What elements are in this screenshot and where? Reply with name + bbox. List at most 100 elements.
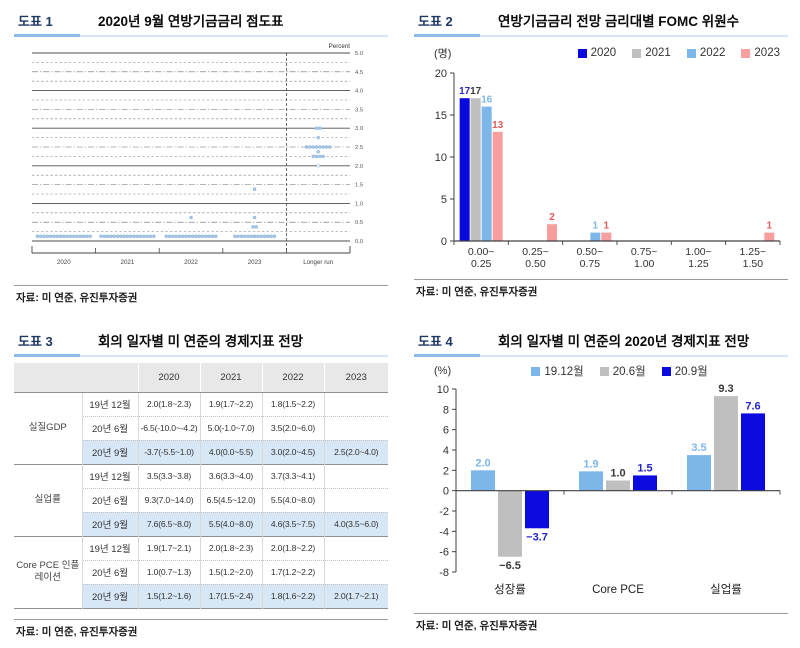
bar-value-label: 16 (481, 95, 493, 106)
projection-dot (122, 234, 126, 239)
table-date-cell: 20년 6월 (81, 559, 138, 584)
projection-dot (311, 154, 315, 159)
projection-dot (189, 215, 193, 220)
bar-value-label: 3.5 (691, 442, 706, 454)
legend-swatch (661, 366, 671, 376)
table-category-cell: Core PCE 인플레이션 (14, 535, 82, 608)
projection-dot (142, 234, 146, 239)
table-value-cell: 3.5(3.3~3.8) (137, 463, 200, 488)
table-value-cell: 4.0(3.5~6.0) (323, 511, 388, 536)
table-date-cell: 20년 9월 (81, 439, 138, 464)
table-value-cell: 3.0(2.0~4.5) (261, 439, 324, 464)
bar-value-label: 1 (604, 221, 610, 232)
projection-dot (321, 154, 325, 159)
projection-dot (99, 234, 103, 239)
projection-dot (269, 234, 273, 239)
projection-dot (252, 215, 257, 220)
projection-dot (246, 234, 250, 239)
figure-label: 도표 1 (14, 9, 80, 37)
bar-value-label: −6.5 (499, 560, 521, 572)
source-note: 자료: 미 연준, 유진투자증권 (14, 618, 388, 639)
projection-dot (119, 234, 123, 239)
table-value-cell: 2.5(2.0~4.0) (323, 439, 388, 464)
table-date-cell: 20년 9월 (81, 583, 138, 608)
x-category-label: 1.25~ (740, 246, 767, 258)
legend-label: 2023 (754, 47, 780, 59)
bar-19.12월 (687, 455, 711, 491)
legend-item-20.6월: 20.6월 (599, 363, 646, 379)
bar-2022 (590, 232, 601, 241)
projection-dot (181, 234, 185, 239)
table-date-cell: 19년 12월 (81, 463, 138, 488)
chart-top-row: (명) 2020 2021 2022 2023 (414, 45, 788, 61)
table-value-cell (323, 392, 388, 416)
source-note: 자료: 미 연준, 유진투자증권 (414, 279, 788, 299)
y-tick-label: 2.5 (355, 145, 363, 151)
table-value-cell (323, 487, 388, 512)
bar-20.6월 (606, 480, 630, 491)
projection-dot (316, 135, 320, 140)
legend-item-2020: 2020 (577, 47, 616, 59)
projection-dot (207, 234, 211, 239)
bar-2023 (601, 232, 612, 241)
x-category-label: 0.25 (471, 258, 492, 270)
legend-swatch (531, 366, 541, 376)
projection-dot (135, 234, 140, 239)
table-value-cell: 2.0(1.8~2.3) (199, 535, 262, 560)
projection-dot (251, 225, 255, 229)
projection-dot (318, 145, 322, 149)
x-category-label: 2022 (184, 259, 198, 266)
legend-swatch (632, 48, 642, 58)
projection-dot (262, 234, 267, 239)
projection-dot (272, 234, 277, 239)
bar-2021 (470, 98, 481, 241)
projection-dot (102, 234, 107, 239)
projection-dot (210, 234, 215, 239)
projection-dot (145, 234, 149, 239)
y-tick-label: 6 (443, 425, 449, 437)
projection-dot (75, 234, 79, 239)
forecast-bar-chart: 10 8 6 4 2 0 -2 -4 -6 -8 2.0 −6.5 −3.7 1.9 1.0 1.5 3.5 9.… (437, 383, 781, 596)
percent-axis-label: Percent (329, 43, 351, 50)
y-tick-label: 5.0 (355, 51, 363, 57)
panel-dot-plot: 도표 1 2020년 9월 연방기금금리 점도표 5.0 4.5 4.0 3.5 3.0… (0, 0, 400, 320)
figure-title: 2020년 9월 연방기금금리 점도표 (98, 14, 284, 29)
y-tick-label: -4 (439, 526, 449, 538)
bar-20.6월 (498, 490, 522, 557)
projection-dot (35, 234, 40, 239)
y-tick-label: 3.5 (355, 107, 363, 113)
table-value-cell: 3.5(2.0~6.0) (261, 415, 324, 440)
x-category-label: 2020 (57, 259, 71, 266)
x-category-label: 1.50 (743, 258, 764, 270)
panel-forecast-bar-chart: 도표 4 회의 일자별 미 연준의 2020년 경제지표 전망 (%) 19.1… (400, 320, 800, 648)
legend-label: 20.9월 (674, 366, 708, 378)
projection-dot (68, 234, 73, 239)
projection-dot (256, 234, 260, 239)
projection-dot (138, 234, 143, 239)
x-category-label: 실업률 (710, 583, 742, 596)
legend-item-20.9월: 20.9월 (661, 363, 708, 379)
y-tick-label: 8 (443, 404, 449, 416)
bar-2020 (459, 98, 470, 241)
legend-item-2022: 2022 (686, 47, 725, 59)
y-tick-label: 4.5 (355, 70, 363, 76)
projection-dot (316, 164, 320, 168)
bar-value-label: 2.0 (475, 457, 490, 469)
table-value-cell: 7.6(6.5~8.0) (137, 511, 200, 536)
panel-projection-table: 도표 3 회의 일자별 미 연준의 경제지표 전망 2020 2021 2022 20… (0, 320, 400, 648)
legend-item-2023: 2023 (741, 47, 780, 59)
bar-value-label: 17 (459, 86, 471, 97)
table-value-cell: 1.8(1.6~2.2) (261, 583, 324, 608)
bar-2023 (492, 131, 503, 241)
table-row: 20년 6월 9.3(7.0~14.0) 6.5(4.5~12.0) 5.5(4.0~… (14, 487, 388, 512)
table-category-cell: 실업률 (14, 463, 82, 536)
bar-value-label: 1.0 (610, 468, 625, 480)
table-value-cell: 9.3(7.0~14.0) (137, 487, 200, 512)
bar-value-label: 1 (593, 221, 599, 232)
bar-20.9월 (633, 475, 657, 491)
projection-dot (125, 234, 130, 239)
projection-dot (314, 145, 319, 149)
projection-dot (318, 126, 322, 130)
projection-dot (233, 234, 237, 239)
